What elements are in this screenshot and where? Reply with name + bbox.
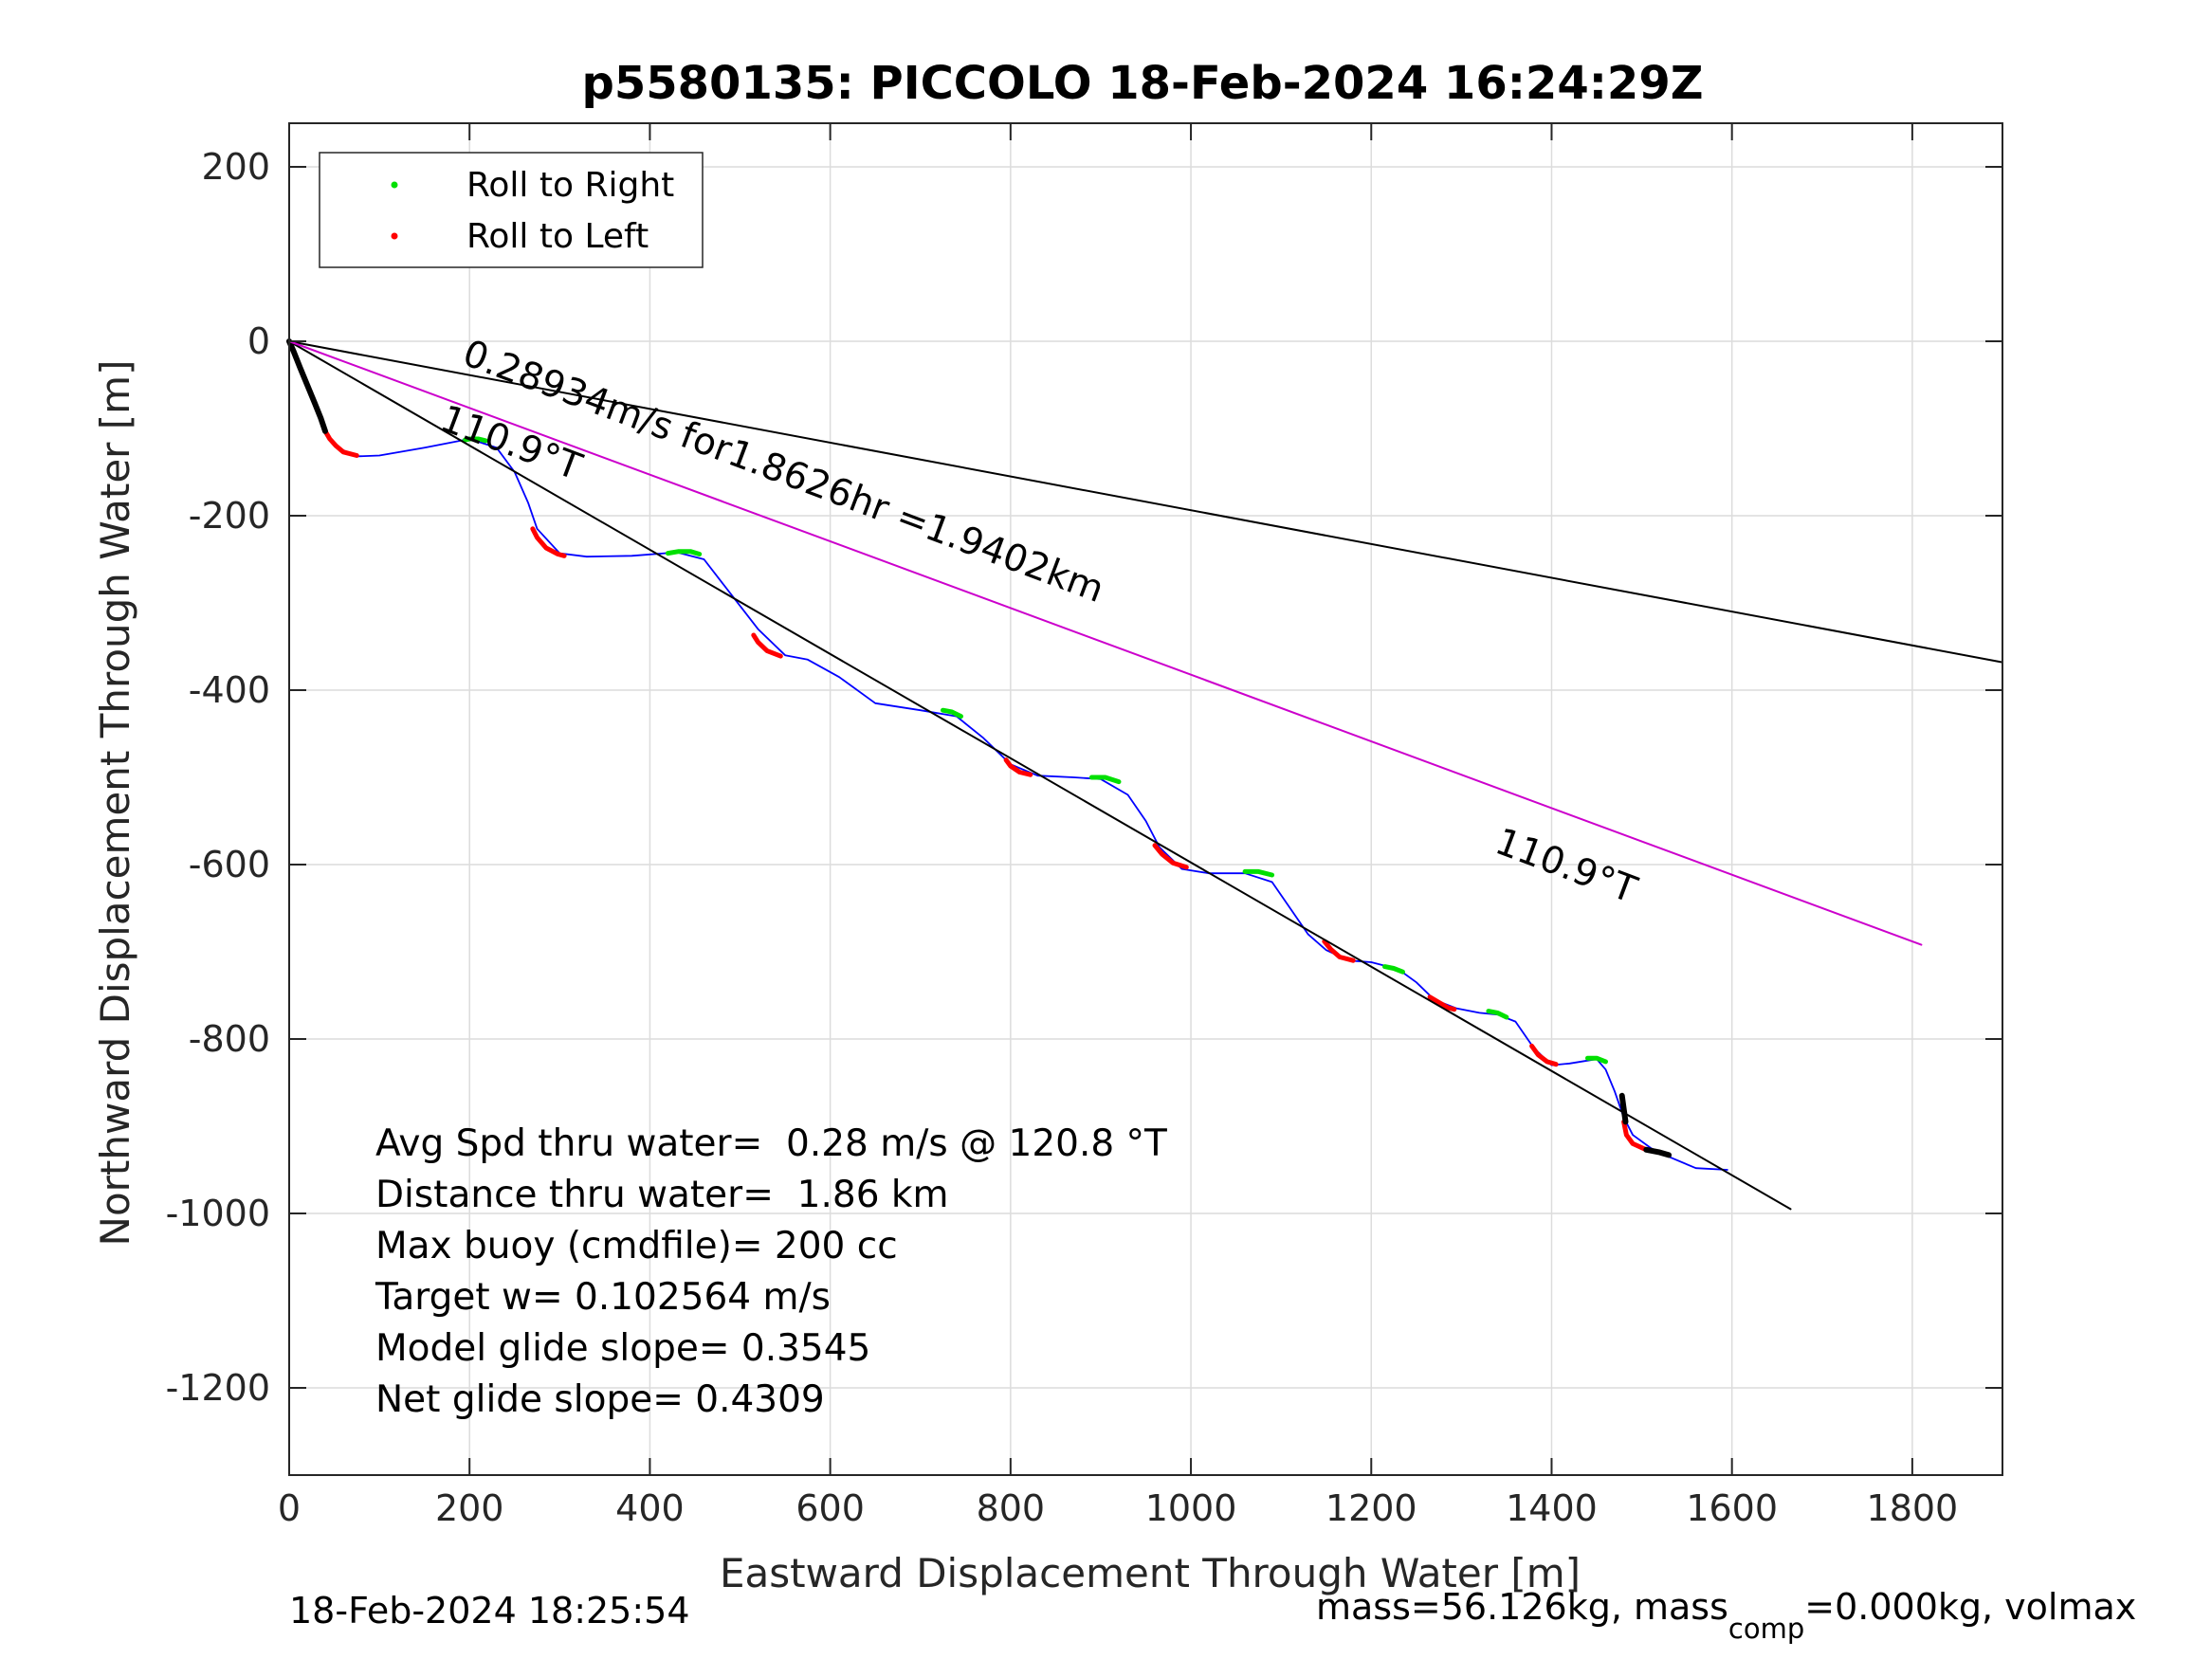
y-tick-label: 200: [201, 146, 270, 188]
legend-label-roll-left: Roll to Left: [466, 217, 649, 256]
footer-timestamp: 18-Feb-2024 18:25:54: [289, 1590, 690, 1632]
series-roll-to-left: [1427, 994, 1457, 1012]
series-roll-to-left: [322, 428, 359, 458]
series-roll-to-right: [941, 707, 963, 720]
x-tick-label: 1600: [1686, 1487, 1778, 1529]
y-tick-label: -200: [189, 495, 270, 537]
series-roll-to-right: [665, 549, 703, 556]
series-roll-to-left: [1529, 1043, 1559, 1067]
series-roll-to-right: [1242, 868, 1275, 878]
footer-mass: mass=56.126kg, masscomp=0.000kg, volmax: [1316, 1586, 2136, 1645]
y-axis-label: Northward Displacement Through Water [m]: [92, 360, 138, 1247]
footer-mass-prefix: mass=56.126kg, mass: [1316, 1586, 1728, 1628]
series-line-4: [288, 340, 1792, 1211]
grid: [288, 123, 2002, 1475]
legend-marker-roll-left: [391, 232, 398, 240]
series-line-3: [286, 338, 328, 434]
footer-mass-suffix: =0.000kg, volmax: [1804, 1586, 2136, 1628]
x-tick-label: 600: [795, 1487, 865, 1529]
x-tick-label: 0: [278, 1487, 301, 1529]
y-tick-label: -1000: [166, 1193, 270, 1234]
series-roll-to-right: [1585, 1055, 1608, 1065]
series-roll-to-left: [530, 526, 567, 558]
info-target-w: Target w= 0.102564 m/s: [375, 1276, 831, 1319]
x-tick-label: 1200: [1325, 1487, 1417, 1529]
series-line-5: [288, 340, 2003, 664]
x-tick-label: 200: [435, 1487, 504, 1529]
x-tick-label: 800: [977, 1487, 1046, 1529]
series-line-6: [288, 340, 1923, 946]
series-line-3: [1643, 1146, 1673, 1158]
y-tick-label: -600: [189, 844, 270, 885]
series-layer: [286, 338, 2003, 1211]
x-axis-label: Eastward Displacement Through Water [m]: [720, 1550, 1581, 1596]
series-roll-to-left: [1152, 843, 1189, 870]
x-tick-label: 1000: [1145, 1487, 1237, 1529]
chart-title: p5580135: PICCOLO 18-Feb-2024 16:24:29Z: [581, 57, 1703, 110]
info-avg-speed: Avg Spd thru water= 0.28 m/s @ 120.8 °T: [375, 1122, 1167, 1165]
legend-marker-roll-right: [391, 181, 398, 189]
series-roll-to-left: [1322, 939, 1356, 963]
info-model-glide: Model glide slope= 0.3545: [375, 1327, 870, 1370]
series-roll-to-right: [1382, 964, 1405, 975]
info-net-glide: Net glide slope= 0.4309: [375, 1378, 825, 1421]
x-tick-label: 1800: [1867, 1487, 1959, 1529]
series-roll-to-right: [1486, 1009, 1509, 1020]
series-line-3: [1618, 1092, 1629, 1125]
info-block: Avg Spd thru water= 0.28 m/s @ 120.8 °T …: [375, 1122, 1167, 1421]
x-tick-label: 1400: [1506, 1487, 1598, 1529]
axes: 0 200 400 600 800 1000 1200 1400 1600 1800 -1200 -1…: [166, 122, 2003, 1529]
info-distance: Distance thru water= 1.86 km: [375, 1174, 948, 1216]
y-tick-label: 0: [247, 320, 270, 362]
y-tick-label: -800: [189, 1018, 270, 1060]
plot-frame: [288, 122, 2003, 1476]
series-roll-to-left: [751, 632, 783, 659]
legend-box: [319, 152, 704, 268]
series-roll-to-right: [1088, 775, 1122, 785]
series-roll-to-right: [463, 436, 488, 444]
y-tick-label: -1200: [166, 1367, 270, 1409]
info-max-buoy: Max buoy (cmdfile)= 200 cc: [375, 1225, 898, 1267]
x-tick-label: 400: [615, 1487, 685, 1529]
legend: Roll to Right Roll to Left: [319, 152, 704, 268]
y-tick-label: -400: [189, 669, 270, 711]
footer-mass-subscript: comp: [1728, 1613, 1804, 1645]
legend-label-roll-right: Roll to Right: [466, 166, 674, 205]
series-roll-to-left: [1003, 757, 1033, 777]
